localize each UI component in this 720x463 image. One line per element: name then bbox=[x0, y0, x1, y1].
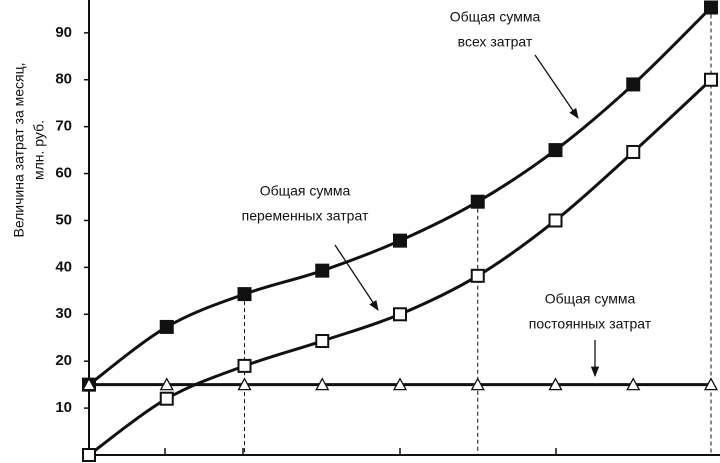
marker bbox=[159, 391, 174, 406]
marker bbox=[81, 377, 97, 391]
marker bbox=[470, 268, 485, 283]
y-tick-label: 70 bbox=[55, 118, 72, 135]
marker bbox=[626, 377, 641, 391]
y-tick-label: 80 bbox=[55, 71, 72, 88]
marker bbox=[237, 287, 252, 302]
annotation: Общая сумма bbox=[450, 9, 541, 25]
marker bbox=[237, 377, 252, 391]
annotation: постоянных затрат bbox=[529, 316, 652, 332]
marker bbox=[393, 233, 407, 248]
marker bbox=[548, 143, 563, 158]
y-tick-label: 40 bbox=[55, 258, 72, 275]
series-line bbox=[88, 78, 713, 457]
y-axis-label: млн. руб. bbox=[31, 120, 47, 180]
y-tick-label: 10 bbox=[55, 399, 72, 416]
marker bbox=[704, 72, 718, 87]
y-tick-label: 90 bbox=[55, 24, 72, 41]
annotation: Общая сумма bbox=[260, 183, 351, 199]
marker bbox=[315, 263, 330, 278]
marker bbox=[392, 377, 408, 391]
marker bbox=[704, 0, 718, 15]
marker bbox=[470, 377, 485, 391]
marker bbox=[82, 448, 96, 462]
y-axis-label: Величина затрат за месяц, bbox=[11, 62, 27, 237]
marker bbox=[470, 194, 485, 209]
x-axis-ticks bbox=[164, 448, 557, 455]
annotation: переменных затрат bbox=[242, 208, 369, 224]
y-tick-label: 20 bbox=[55, 352, 72, 369]
y-tick-label: 30 bbox=[55, 305, 72, 322]
marker bbox=[626, 77, 641, 92]
marker bbox=[315, 377, 330, 391]
marker bbox=[626, 144, 641, 159]
y-tick-label: 60 bbox=[55, 165, 72, 182]
annotation: Общая сумма bbox=[545, 291, 636, 307]
marker bbox=[159, 377, 174, 391]
marker bbox=[548, 377, 563, 391]
marker bbox=[393, 307, 407, 322]
marker bbox=[159, 319, 174, 334]
annotation-arrows bbox=[334, 54, 600, 378]
annotation: всех затрат bbox=[458, 34, 533, 50]
marker bbox=[237, 358, 252, 373]
marker bbox=[548, 213, 563, 228]
y-tick-label: 50 bbox=[55, 211, 72, 228]
marker bbox=[315, 334, 330, 349]
marker bbox=[703, 377, 719, 391]
